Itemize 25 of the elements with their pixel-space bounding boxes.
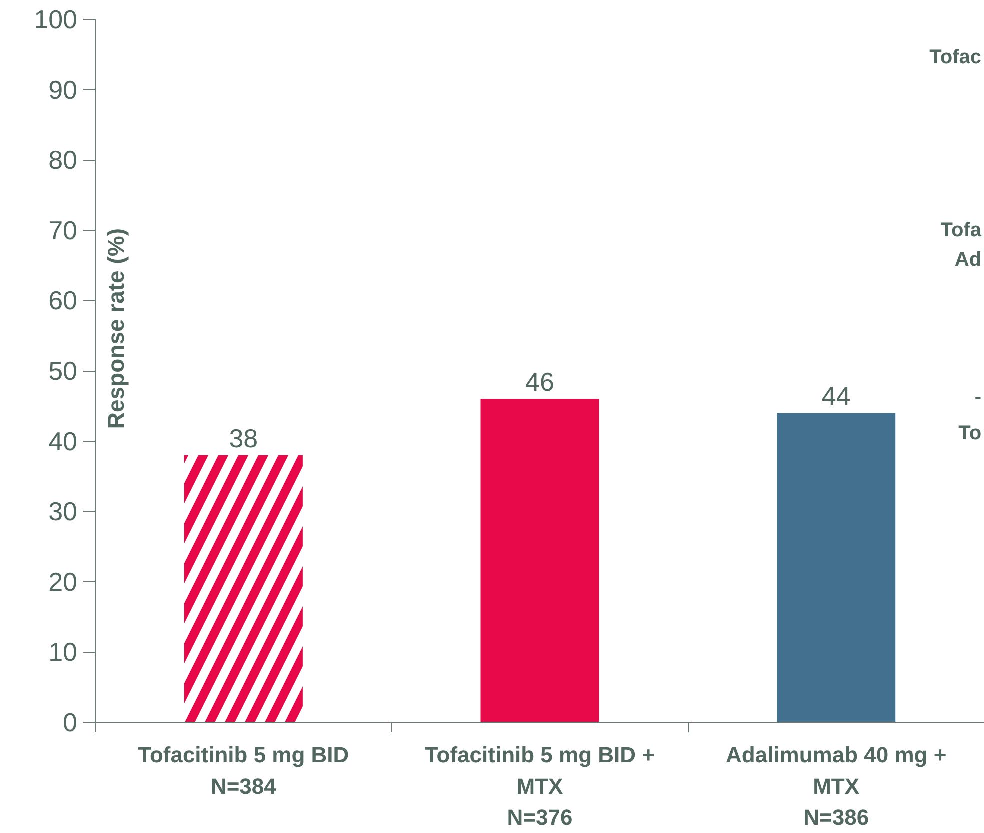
y-tick-label: 0 bbox=[63, 708, 78, 738]
annotation: Tofa bbox=[940, 219, 982, 242]
y-axis-title: Response rate (%) bbox=[103, 228, 130, 430]
y-tick-label: 30 bbox=[48, 496, 78, 527]
x-tick-label: Adalimumab 40 mg + MTX N=386 bbox=[726, 742, 947, 830]
y-tick-label: 50 bbox=[48, 356, 78, 386]
y-tick-label: 70 bbox=[48, 215, 78, 246]
annotation: Tofac bbox=[930, 46, 982, 68]
x-tick-label: Tofacitinib 5 mg BID + MTX N=376 bbox=[425, 742, 656, 830]
y-tick-label: 40 bbox=[48, 426, 78, 456]
data-label: 46 bbox=[526, 367, 554, 398]
y-tick-label: 20 bbox=[48, 566, 78, 597]
bar bbox=[777, 413, 896, 722]
data-label: 44 bbox=[822, 381, 851, 412]
bar bbox=[480, 399, 600, 722]
annotation: - bbox=[974, 386, 982, 408]
data-label: 38 bbox=[229, 423, 258, 454]
y-tick-label: 80 bbox=[48, 145, 78, 176]
annotation: Ad bbox=[954, 248, 982, 271]
y-tick-label: 90 bbox=[48, 74, 78, 105]
annotation: To bbox=[958, 422, 982, 445]
y-tick-label: 60 bbox=[48, 286, 78, 316]
y-tick-label: 100 bbox=[34, 4, 78, 34]
x-tick-label: Tofacitinib 5 mg BID N=384 bbox=[138, 742, 350, 799]
y-tick-label: 10 bbox=[48, 637, 78, 668]
